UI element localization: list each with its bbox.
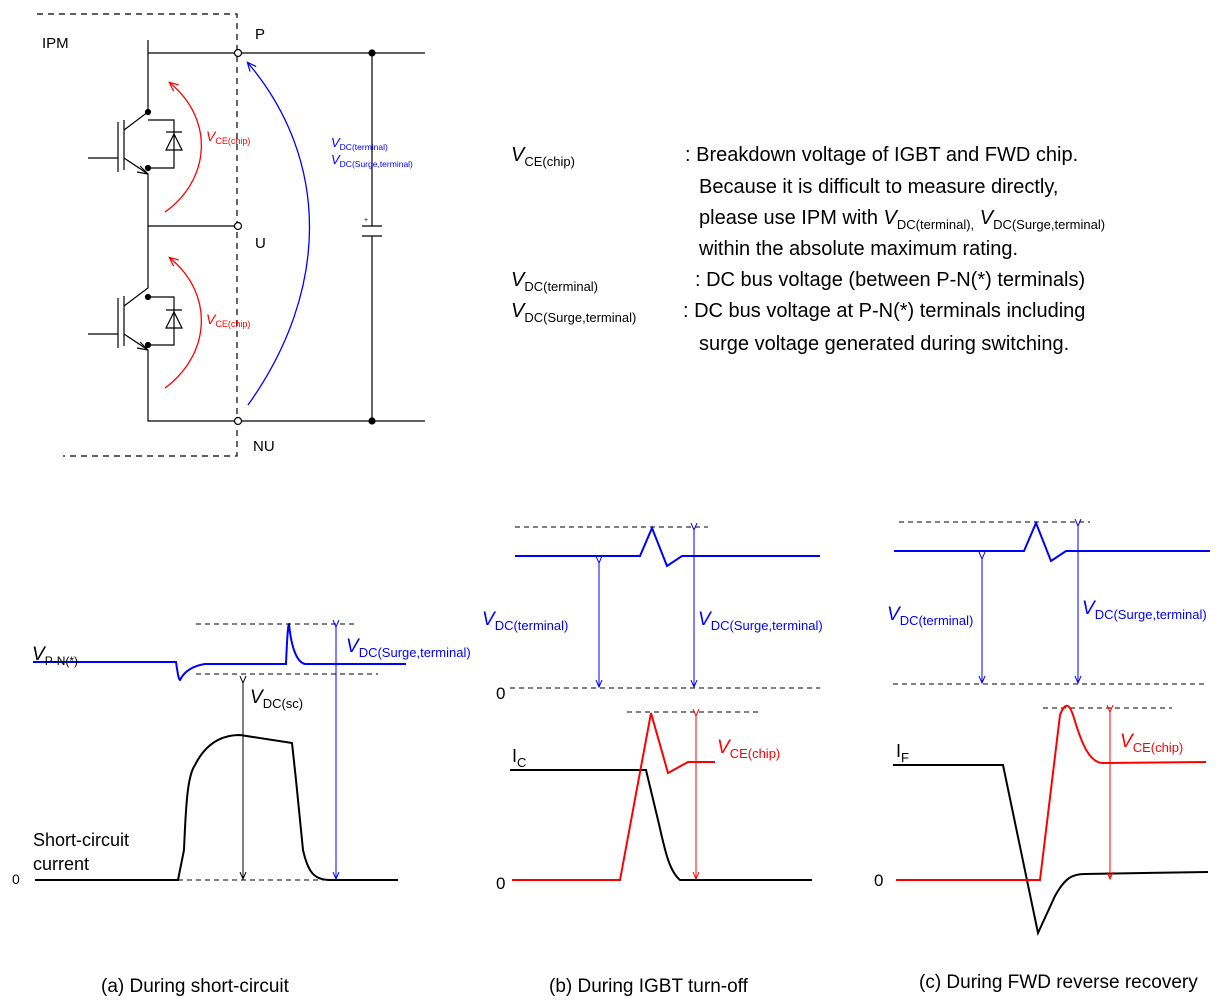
legend-vce-symbol: VCE(chip): [511, 144, 575, 169]
vce-lower-arrow: [165, 258, 201, 388]
panel-b-caption: (b) During IGBT turn-off: [549, 976, 749, 997]
upper-igbt-symbol: [88, 53, 182, 196]
panel-c-vce-label: VCE(chip): [1120, 731, 1183, 755]
p-rail: [148, 40, 235, 53]
capacitor-plates: [362, 226, 382, 236]
ipm-boundary: [37, 14, 237, 456]
lower-igbt-symbol: [88, 226, 182, 370]
panel-c-if-label: IF: [896, 741, 909, 765]
legend-vdc-desc: : DC bus voltage (between P-N(*) termina…: [695, 269, 1085, 291]
panel-b-vsurge-label: VDC(Surge,terminal): [698, 609, 823, 633]
panel-c-zero-bottom: 0: [874, 871, 883, 890]
panel-a-sc-current-trace: [35, 735, 398, 880]
panel-c-vce-trace: [896, 706, 1206, 880]
vce-lower-label: VCE(chip): [206, 311, 250, 329]
panel-c-caption: (c) During FWD reverse recovery: [919, 972, 1198, 993]
terminal-p: [235, 50, 242, 57]
vce-upper-label: VCE(chip): [206, 128, 250, 146]
panel-c-vsurge-label: VDC(Surge,terminal): [1082, 598, 1207, 622]
panel-a-vpn-label: VP-N(*): [32, 644, 78, 668]
vdc-term-label: VDC(terminal): [331, 135, 388, 152]
panel-b-vce-label: VCE(chip): [717, 737, 780, 761]
junction-dot: [369, 418, 375, 424]
legend-vce-desc-3: please use IPM with VDC(terminal), VDC(S…: [699, 207, 1105, 232]
junction-dot: [369, 50, 375, 56]
panel-a-zero-label: 0: [12, 871, 20, 887]
panel-a-sc-label-1: Short-circuit: [33, 830, 129, 850]
circuit-diagram: +: [37, 14, 425, 456]
panel-c: VDC(terminal) VDC(Surge,terminal) VCE(ch…: [874, 522, 1210, 993]
panel-b-zero-bottom: 0: [496, 874, 505, 893]
panel-a-caption: (a) During short-circuit: [101, 976, 290, 997]
panel-b-vdc-label: VDC(terminal): [482, 609, 568, 633]
panel-a: VP-N(*) VDC(sc) VDC(Surge,terminal) Shor…: [12, 624, 471, 997]
legend-vsurge-desc-2: surge voltage generated during switching…: [699, 333, 1069, 355]
node-u-label: U: [255, 235, 266, 252]
node-nu-label: NU: [253, 438, 275, 455]
panel-c-vdc-trace: [894, 523, 1210, 561]
panel-b-zero-top: 0: [496, 684, 505, 703]
panel-b-ic-label: IC: [512, 746, 526, 770]
legend-vce-desc-2: Because it is difficult to measure direc…: [699, 176, 1058, 198]
panel-b: VDC(terminal) VDC(Surge,terminal) 0 VCE(…: [482, 527, 823, 997]
panel-c-vdc-label: VDC(terminal): [887, 604, 973, 628]
legend: VCE(chip) : Breakdown voltage of IGBT an…: [511, 144, 1105, 355]
ipm-label: IPM: [42, 35, 69, 52]
panel-a-sc-label-2: current: [33, 854, 89, 874]
nu-rail: [148, 370, 235, 421]
legend-vce-desc-4: within the absolute maximum rating.: [698, 238, 1018, 260]
panel-b-ic-trace: [510, 770, 812, 880]
legend-vsurge-desc-1: : DC bus voltage at P-N(*) terminals inc…: [683, 300, 1085, 322]
node-p-label: P: [255, 26, 265, 43]
legend-vsurge-symbol: VDC(Surge,terminal): [511, 300, 636, 325]
panel-b-vce-trace: [512, 713, 715, 880]
panel-b-vdc-trace: [515, 528, 820, 566]
u-node-wire: [148, 196, 235, 226]
legend-vdc-symbol: VDC(terminal): [511, 269, 598, 294]
terminal-nu: [235, 418, 242, 425]
panel-a-vdcsc-label: VDC(sc): [250, 687, 303, 711]
terminal-u: [235, 223, 242, 230]
capacitor-plus: +: [364, 217, 368, 224]
vdc-arrow: [248, 63, 310, 405]
vce-upper-arrow: [165, 83, 201, 212]
legend-vce-desc-1: : Breakdown voltage of IGBT and FWD chip…: [685, 144, 1078, 166]
panel-a-vsurge-label: VDC(Surge,terminal): [346, 636, 471, 660]
